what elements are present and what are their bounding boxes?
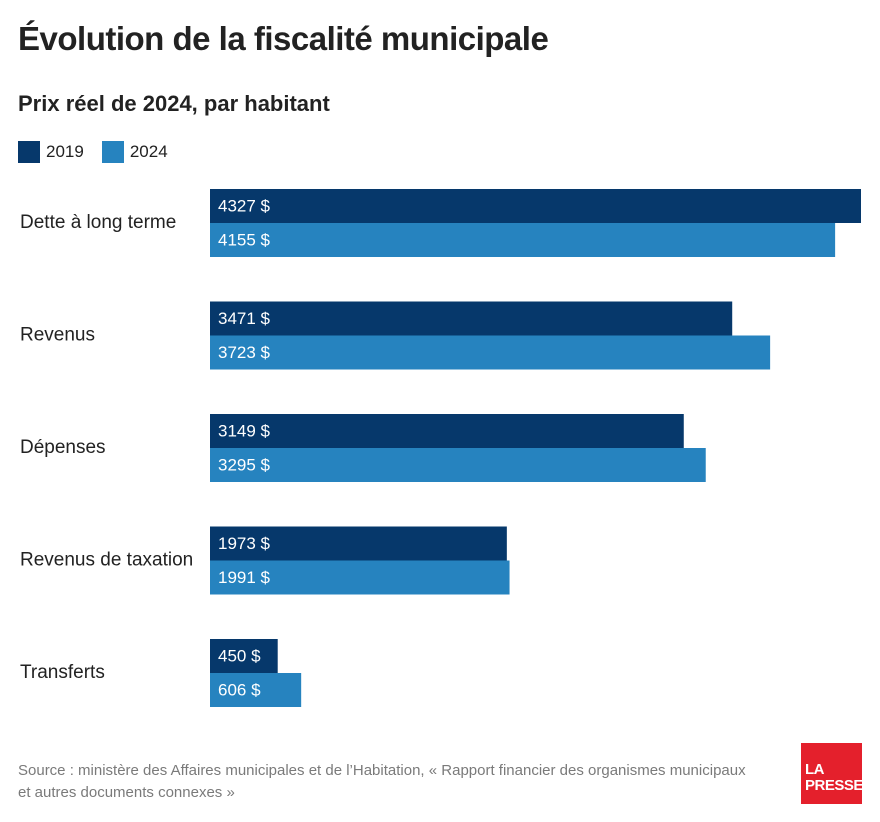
- category-label-revenus-de-taxation: Revenus de taxation: [20, 550, 193, 571]
- data-label-dette-a-long-terme-2019: 4327 $: [218, 196, 271, 215]
- data-label-transferts-2024: 606 $: [218, 680, 261, 699]
- bar-revenus-2024: [210, 335, 771, 370]
- logo-line-2: PRESSE: [805, 777, 863, 794]
- bar-revenus-de-taxation-2024: [210, 560, 510, 595]
- legend-swatch-2024: [101, 141, 124, 163]
- legend-item-2024: 2024: [101, 141, 168, 163]
- legend-item-2019: 2019: [18, 141, 84, 163]
- data-label-revenus-2019: 3471 $: [218, 309, 271, 328]
- bar-chart: Dette à long terme 4327 $ 4155 $ Revenus 347…: [20, 189, 861, 707]
- bar-transferts-2024: [210, 673, 302, 707]
- legend-label-2019: 2019: [46, 142, 84, 161]
- legend-label-2024: 2024: [129, 142, 168, 161]
- legend: 2019 2024: [18, 141, 186, 163]
- logo-line-1: LA: [805, 761, 825, 778]
- category-label-transferts: Transferts: [20, 662, 105, 683]
- category-label-revenus: Revenus: [20, 325, 95, 346]
- data-label-dette-a-long-terme-2024: 4155 $: [218, 230, 271, 249]
- data-label-transferts-2019: 450 $: [218, 646, 261, 665]
- chart-subtitle: Prix réel de 2024, par habitant: [18, 91, 330, 116]
- la-presse-logo: LA PRESSE: [801, 743, 863, 804]
- category-label-depenses: Dépenses: [20, 437, 106, 458]
- legend-swatch-2019: [18, 141, 40, 163]
- bar-depenses-2019: [210, 414, 684, 448]
- data-label-revenus-2024: 3723 $: [218, 343, 271, 362]
- bar-revenus-de-taxation-2019: [210, 526, 507, 561]
- bar-dette-a-long-terme-2019: [210, 189, 861, 223]
- bar-dette-a-long-terme-2024: [210, 223, 836, 257]
- data-label-depenses-2024: 3295 $: [218, 455, 271, 474]
- source-note: Source : ministère des Affaires municipa…: [18, 762, 746, 801]
- data-label-depenses-2019: 3149 $: [218, 421, 271, 440]
- chart-title: Évolution de la fiscalité municipale: [18, 20, 549, 57]
- data-label-revenus-de-taxation-2024: 1991 $: [218, 568, 271, 587]
- bar-revenus-2019: [210, 301, 733, 336]
- data-label-revenus-de-taxation-2019: 1973 $: [218, 534, 271, 553]
- category-label-dette-a-long-terme: Dette à long terme: [20, 212, 176, 233]
- bar-transferts-2019: [210, 639, 278, 673]
- bar-depenses-2024: [210, 448, 706, 482]
